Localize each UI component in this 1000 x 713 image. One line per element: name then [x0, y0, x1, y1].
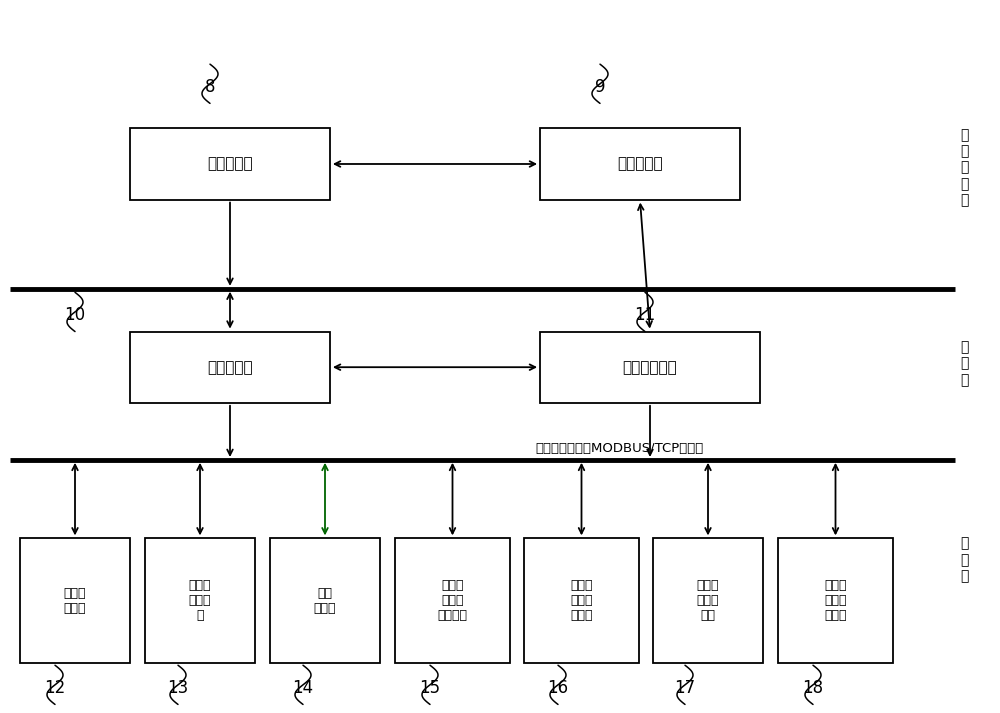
- Text: 风机
控制器: 风机 控制器: [314, 587, 336, 615]
- Text: 数据库服务器: 数据库服务器: [623, 359, 677, 375]
- Text: 设
备
层: 设 备 层: [960, 536, 968, 583]
- Text: 12: 12: [44, 679, 66, 697]
- Text: 测控保
护装置: 测控保 护装置: [64, 587, 86, 615]
- Text: 储能双
向变流
器控制器: 储能双 向变流 器控制器: [438, 579, 468, 622]
- Text: 16: 16: [547, 679, 569, 697]
- Bar: [653, 538, 763, 663]
- Text: 以太网交换机（MODBUS/TCP协议）: 以太网交换机（MODBUS/TCP协议）: [536, 442, 704, 455]
- Bar: [540, 128, 740, 200]
- Bar: [270, 538, 380, 663]
- Bar: [145, 538, 255, 663]
- Text: 能
量
管
理
层: 能 量 管 理 层: [960, 128, 968, 207]
- Bar: [395, 538, 510, 663]
- Bar: [130, 332, 330, 403]
- Text: 海水淡
化装置
控制器: 海水淡 化装置 控制器: [824, 579, 847, 622]
- Bar: [778, 538, 893, 663]
- Text: 8: 8: [205, 78, 215, 96]
- Bar: [130, 128, 330, 200]
- Text: 监
控
层: 监 控 层: [960, 340, 968, 387]
- Text: 算法服务器: 算法服务器: [617, 156, 663, 172]
- Text: 18: 18: [802, 679, 824, 697]
- Text: 13: 13: [167, 679, 189, 697]
- Bar: [524, 538, 639, 663]
- Text: 14: 14: [292, 679, 314, 697]
- Text: 9: 9: [595, 78, 605, 96]
- Text: 柴油发
电机控
制器: 柴油发 电机控 制器: [697, 579, 719, 622]
- Text: 电能质
量检测
仪: 电能质 量检测 仪: [189, 579, 211, 622]
- Text: 15: 15: [419, 679, 441, 697]
- Text: 电池管
理系统
控制器: 电池管 理系统 控制器: [570, 579, 593, 622]
- Bar: [540, 332, 760, 403]
- Text: 17: 17: [674, 679, 696, 697]
- Text: 通讯服务器: 通讯服务器: [207, 359, 253, 375]
- Text: 人机工作站: 人机工作站: [207, 156, 253, 172]
- Bar: [20, 538, 130, 663]
- Text: 11: 11: [634, 307, 656, 324]
- Text: 10: 10: [64, 307, 86, 324]
